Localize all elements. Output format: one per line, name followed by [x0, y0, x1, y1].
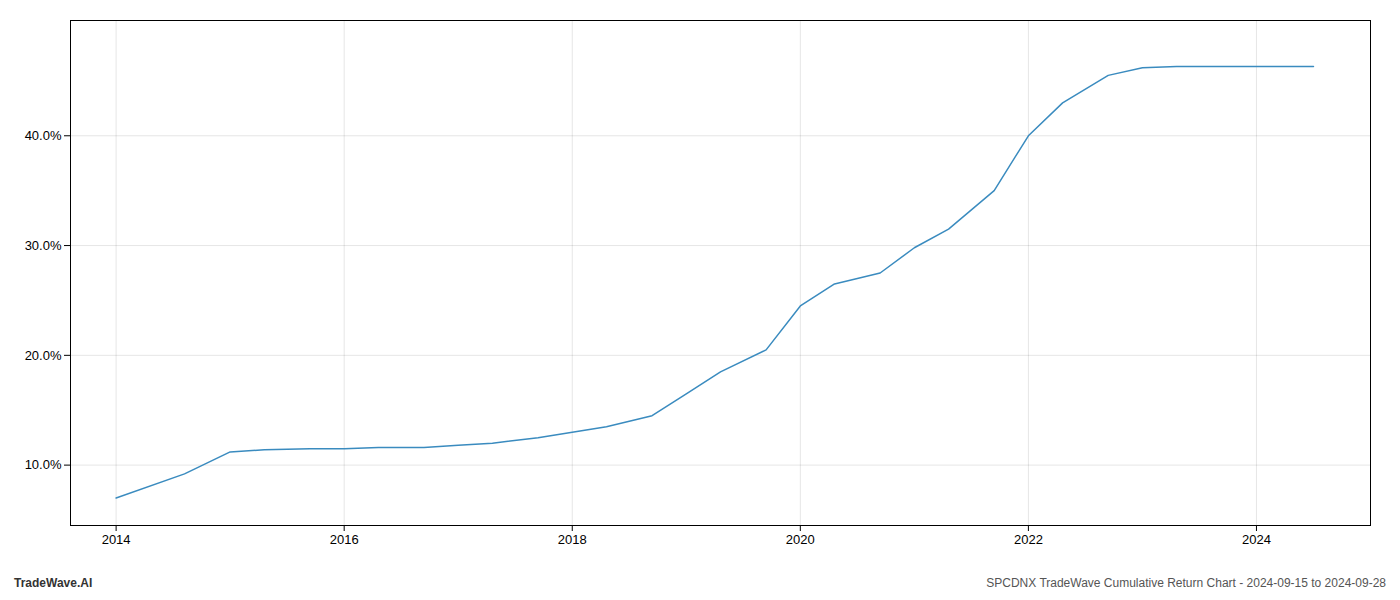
svg-text:20.0%: 20.0%	[25, 347, 62, 362]
svg-text:2014: 2014	[102, 532, 131, 547]
html-text:TradeWave.AI: TradeWave.AI	[14, 576, 93, 590]
svg-text:10.0%: 10.0%	[25, 457, 62, 472]
svg-text:2016: 2016	[330, 532, 359, 547]
svg-text:2020: 2020	[786, 532, 815, 547]
svg-text:2022: 2022	[1014, 532, 1043, 547]
svg-text:2024: 2024	[1242, 532, 1271, 547]
svg-text:30.0%: 30.0%	[25, 238, 62, 253]
html-text:SPCDNX TradeWave Cumulative Re: SPCDNX TradeWave Cumulative Return Chart…	[986, 576, 1386, 590]
svg-text:40.0%: 40.0%	[25, 128, 62, 143]
svg-text:2018: 2018	[558, 532, 587, 547]
